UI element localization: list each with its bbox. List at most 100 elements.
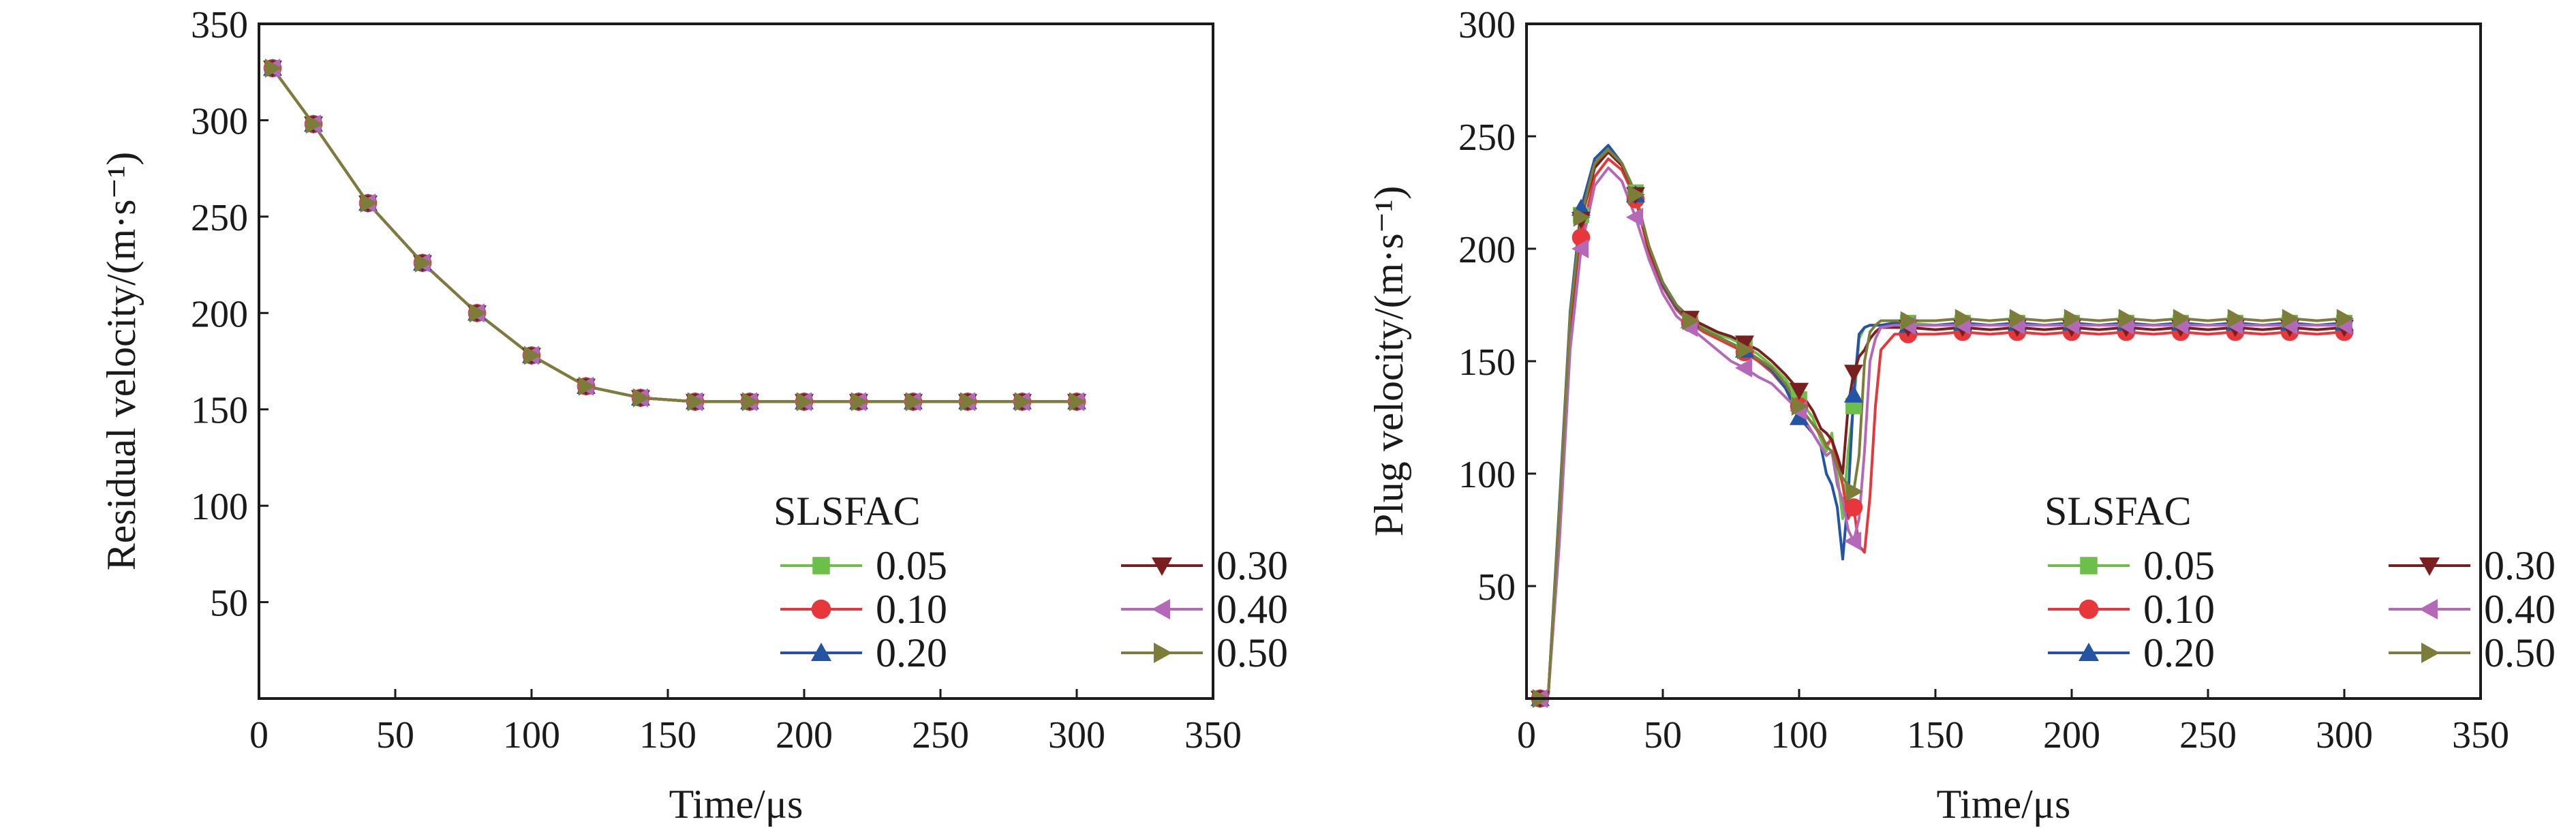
right-series-line-0.50 — [1539, 148, 2345, 700]
left-data-point-0.50 — [687, 392, 705, 412]
left-x-tick-label: 250 — [912, 714, 969, 756]
left-y-ticks: 50 100 150 200 250 300 350 — [191, 4, 269, 625]
chart-residual-velocity: 0 50 100 150 200 250 300 350 50 100 150 200 250 300 3… — [99, 4, 1288, 827]
left-legend-label: 0.20 — [876, 630, 947, 675]
left-x-tick-label: 350 — [1184, 714, 1242, 756]
right-legend-label: 0.20 — [2143, 630, 2215, 675]
left-legend-marker — [811, 643, 831, 661]
right-data-point-0.50 — [2118, 309, 2136, 328]
right-data-point-0.30 — [1735, 335, 1754, 353]
left-series-line-0.10 — [264, 67, 1077, 403]
left-data-point-0.50 — [1014, 392, 1032, 412]
right-data-point-0.30 — [1790, 382, 1809, 400]
left-data-point-0.50 — [578, 376, 596, 396]
left-legend-marker — [812, 557, 830, 574]
left-legend-label: 0.10 — [876, 587, 947, 632]
right-y-ticks: 50 100 150 200 250 300 — [1458, 4, 1536, 609]
left-legend-marker — [1152, 557, 1172, 576]
right-data-point-0.50 — [2282, 309, 2299, 328]
left-legend-item: 0.40 — [1121, 587, 1288, 632]
left-legend-item: 0.05 — [780, 543, 947, 588]
left-legend-title: SLSFAC — [773, 489, 921, 534]
right-series-markers — [1531, 184, 2354, 708]
right-x-tick-label: 350 — [2452, 714, 2509, 756]
left-data-point-0.50 — [523, 346, 541, 365]
left-data-point-0.50 — [414, 253, 432, 273]
right-series-line-0.20 — [1539, 144, 2345, 700]
right-data-point-0.50 — [1900, 311, 1918, 331]
left-legend-marker — [1154, 643, 1172, 663]
left-data-point-0.50 — [632, 388, 650, 408]
left-data-point-0.50 — [264, 59, 282, 78]
right-data-point-0.50 — [2173, 309, 2190, 328]
left-x-tick-label: 100 — [503, 714, 560, 756]
right-plot-marks — [1531, 144, 2354, 708]
left-y-tick-label: 50 — [210, 583, 248, 625]
right-x-tick-label: 250 — [2179, 714, 2237, 756]
right-x-tick-label: 0 — [1517, 714, 1536, 756]
right-data-point-0.20 — [1844, 385, 1863, 403]
left-legend-item: 0.10 — [780, 587, 947, 632]
left-data-point-0.50 — [469, 303, 487, 323]
right-y-tick-label: 150 — [1458, 341, 1516, 384]
right-data-point-0.50 — [1627, 185, 1645, 204]
right-data-point-0.50 — [2336, 309, 2354, 328]
left-data-point-0.50 — [960, 392, 977, 412]
right-series-lines — [1539, 144, 2345, 700]
left-data-point-0.50 — [1069, 392, 1086, 412]
right-data-point-0.50 — [1736, 340, 1754, 360]
right-data-point-0.40 — [1626, 207, 1644, 227]
left-y-tick-label: 150 — [191, 390, 248, 432]
right-legend-marker — [2080, 557, 2098, 574]
left-plot-frame — [258, 22, 1214, 700]
left-x-tick-label: 0 — [249, 714, 269, 756]
right-series-line-0.05 — [1539, 146, 2345, 700]
right-x-tick-label: 150 — [1907, 714, 1964, 756]
right-data-point-0.10 — [1844, 498, 1863, 517]
left-y-axis-label: Residual velocity/(m·s⁻¹) — [99, 152, 144, 571]
right-y-axis-label: Plug velocity/(m·s⁻¹) — [1366, 186, 1411, 537]
left-data-point-0.50 — [850, 392, 868, 412]
left-y-tick-label: 350 — [191, 4, 248, 46]
left-legend-label: 0.05 — [876, 543, 947, 588]
right-series-line-0.10 — [1539, 157, 2345, 700]
right-data-point-0.40 — [1571, 239, 1589, 258]
right-x-tick-label: 200 — [2043, 714, 2100, 756]
right-data-point-0.40 — [1735, 358, 1753, 378]
right-legend-marker — [2419, 599, 2438, 619]
right-data-point-0.50 — [2009, 309, 2027, 328]
left-legend: SLSFAC 0.050.100.20 0.300.400.50 — [773, 489, 1288, 675]
right-data-point-0.50 — [1954, 309, 1972, 328]
right-data-point-0.40 — [1844, 532, 1862, 551]
right-legend-item: 0.50 — [2389, 630, 2556, 675]
left-x-ticks: 0 50 100 150 200 250 300 350 — [249, 689, 1242, 756]
right-data-point-0.50 — [1845, 482, 1863, 502]
right-series-line-0.30 — [1539, 151, 2345, 700]
right-legend-marker — [2079, 643, 2099, 661]
right-y-tick-label: 100 — [1458, 454, 1516, 496]
right-legend-item: 0.20 — [2048, 630, 2215, 675]
right-y-tick-label: 300 — [1458, 4, 1516, 46]
right-legend-label: 0.40 — [2484, 587, 2556, 632]
left-legend-item: 0.20 — [780, 630, 947, 675]
left-x-axis-label: Time/μs — [669, 782, 803, 827]
left-data-point-0.50 — [796, 392, 814, 412]
left-legend-marker — [811, 599, 831, 619]
left-y-tick-label: 250 — [191, 197, 248, 239]
right-legend-label: 0.10 — [2143, 587, 2215, 632]
right-y-tick-label: 50 — [1477, 566, 1516, 609]
left-legend-label: 0.40 — [1216, 587, 1288, 632]
right-data-point-0.50 — [2227, 309, 2245, 328]
left-y-tick-label: 200 — [191, 293, 248, 335]
right-plot-frame — [1525, 22, 2482, 700]
right-x-ticks: 0 50 100 150 200 250 300 350 — [1517, 689, 2509, 756]
left-data-point-0.50 — [305, 114, 323, 134]
left-series-line-0.20 — [264, 67, 1077, 403]
right-legend-marker — [2419, 557, 2440, 576]
right-legend: SLSFAC 0.050.100.20 0.300.400.50 — [2044, 489, 2556, 675]
left-x-tick-label: 300 — [1048, 714, 1105, 756]
left-x-tick-label: 150 — [639, 714, 696, 756]
left-data-point-0.50 — [360, 194, 378, 213]
left-x-tick-label: 200 — [776, 714, 833, 756]
